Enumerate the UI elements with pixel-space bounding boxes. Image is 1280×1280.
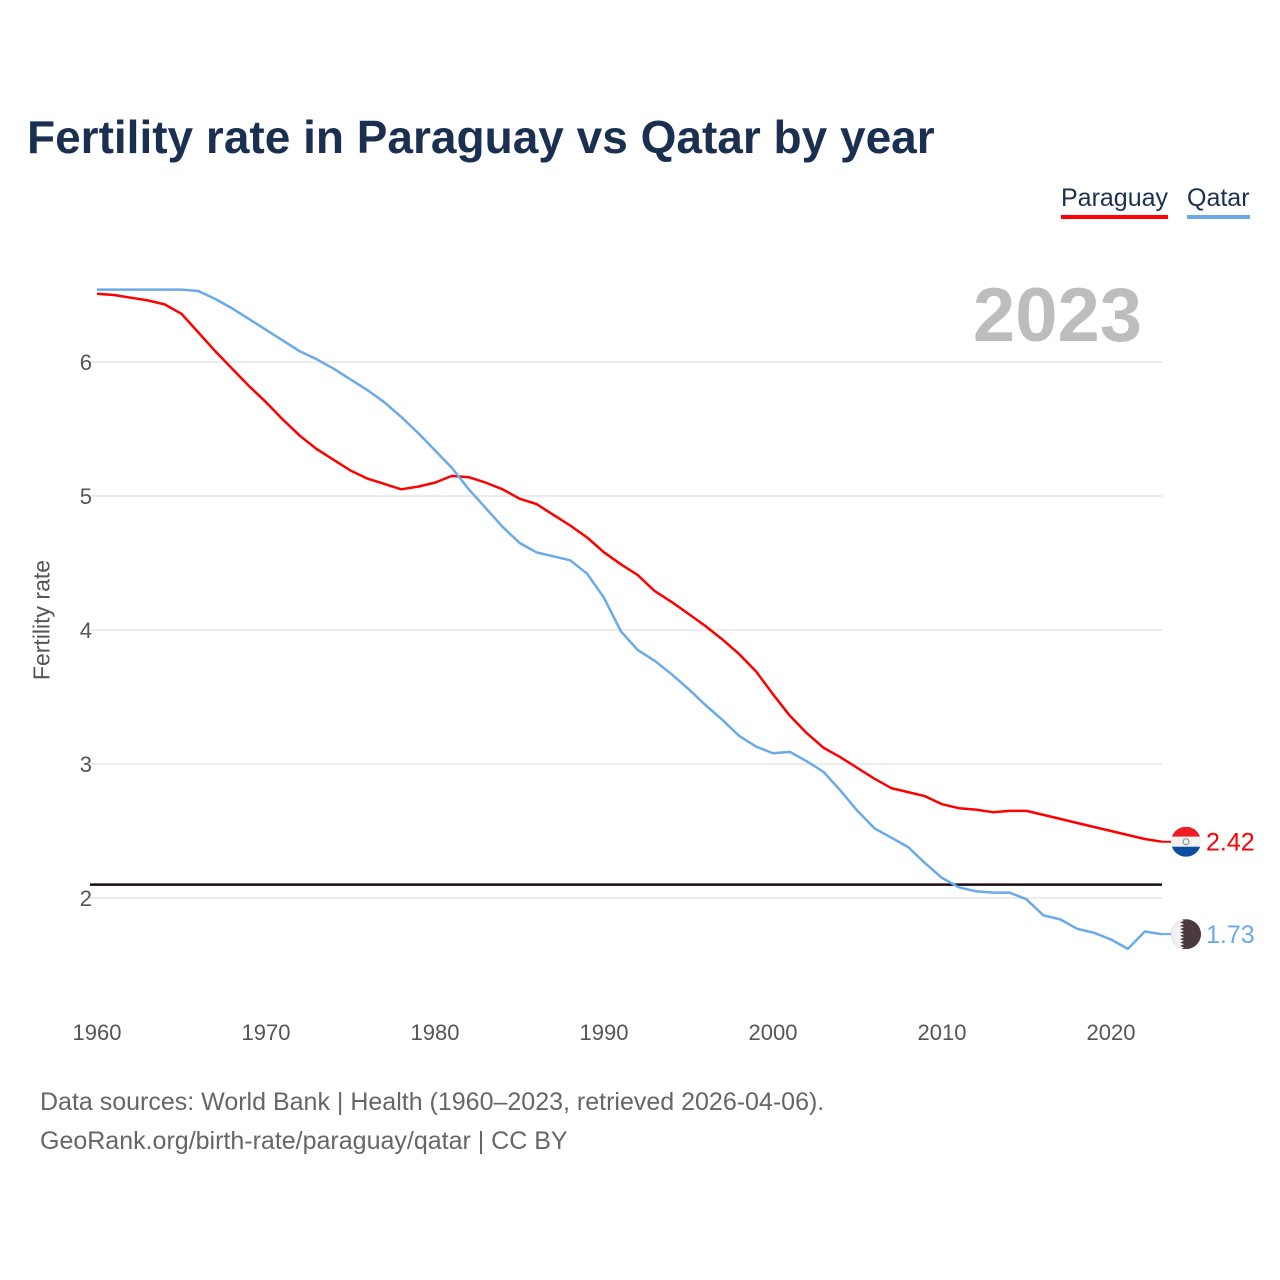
chart-title: Fertility rate in Paraguay vs Qatar by y… (27, 111, 935, 163)
y-tick-label: 6 (80, 350, 92, 375)
legend-paraguay[interactable]: Paraguay (1061, 184, 1169, 219)
series-line-paraguay (96, 292, 1162, 843)
x-tick-label: 2020 (1087, 1020, 1136, 1045)
y-tick-label: 3 (80, 752, 92, 777)
x-tick-label: 1960 (73, 1020, 122, 1045)
y-tick-label: 5 (80, 484, 92, 509)
series-line-qatar (97, 288, 1162, 951)
year-watermark: 2023 (972, 273, 1142, 358)
x-tick-label: 1990 (580, 1020, 629, 1045)
end-value-label-paraguay: 2.42 (1206, 829, 1255, 857)
paraguay-flag-icon (1171, 826, 1201, 857)
attribution-link[interactable]: GeoRank.org/birth-rate/paraguay/qatar | … (40, 1127, 568, 1155)
x-tick-label: 2000 (749, 1020, 798, 1045)
end-value-label-qatar: 1.73 (1206, 921, 1255, 949)
y-tick-label: 4 (80, 618, 92, 643)
legend-qatar[interactable]: Qatar (1187, 184, 1250, 219)
y-tick-label: 2 (80, 886, 92, 911)
x-tick-label: 2010 (918, 1020, 967, 1045)
data-source-text: Data sources: World Bank | Health (1960–… (40, 1088, 825, 1116)
x-tick-label: 1980 (411, 1020, 460, 1045)
x-tick-label: 1970 (242, 1020, 291, 1045)
qatar-flag-icon (1171, 919, 1201, 950)
